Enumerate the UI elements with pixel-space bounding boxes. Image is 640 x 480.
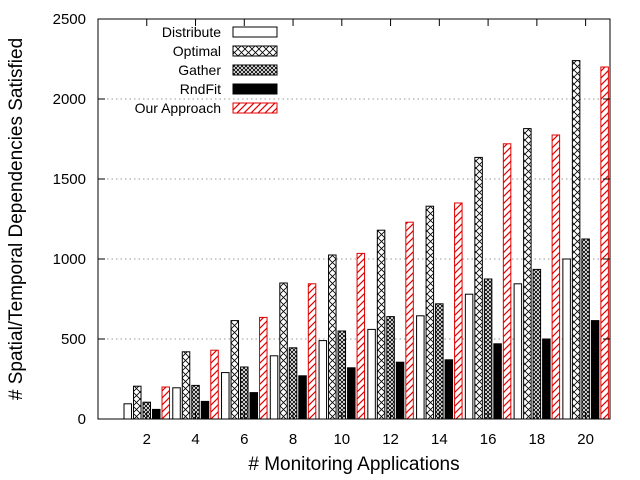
bar-rndfit xyxy=(152,408,161,420)
legend-swatch xyxy=(232,45,278,57)
x-tick-label: 20 xyxy=(577,431,594,448)
legend-label: Distribute xyxy=(162,24,221,40)
bar-gather xyxy=(581,238,590,420)
bar-our-approach xyxy=(502,143,512,420)
y-tick-label: 2000 xyxy=(53,91,86,108)
legend-swatch xyxy=(232,64,278,76)
bar-gather xyxy=(386,316,395,420)
bar-distribute xyxy=(318,340,328,420)
bar-our-approach xyxy=(356,252,366,420)
bar-gather xyxy=(288,347,298,420)
bar-distribute xyxy=(416,315,425,420)
x-tick-label: 8 xyxy=(289,431,297,448)
bar-optimal xyxy=(133,385,142,420)
plot-frame xyxy=(97,18,611,420)
x-tick-label: 2 xyxy=(143,431,151,448)
bar-rndfit xyxy=(444,359,454,420)
bar-optimal xyxy=(230,320,240,420)
bar-our-approach xyxy=(210,349,219,420)
bar-our-approach xyxy=(161,386,171,420)
bar-distribute xyxy=(172,387,181,420)
x-tick-label: 18 xyxy=(529,431,546,448)
y-tick-label: 500 xyxy=(61,331,86,348)
x-axis-title: # Monitoring Applications xyxy=(248,454,459,475)
bar-our-approach xyxy=(551,134,561,420)
legend-label: RndFit xyxy=(180,81,221,97)
bar-our-approach xyxy=(307,283,317,420)
x-tick-label: 10 xyxy=(333,431,350,448)
legend-label: Our Approach xyxy=(135,100,221,116)
bar-distribute xyxy=(367,328,376,420)
x-tick-label: 4 xyxy=(191,431,199,448)
y-tick-label: 2500 xyxy=(53,11,86,28)
bar-distribute xyxy=(562,258,571,420)
bar-optimal xyxy=(181,351,191,420)
legend-swatch xyxy=(232,83,278,95)
bar-rndfit xyxy=(493,343,502,420)
legend-label: Optimal xyxy=(173,43,221,59)
x-tick-label: 14 xyxy=(431,431,448,448)
axis-ticks: 0 500 1000 1500 2000 2500 2 4 6 8 10 12 14 16 18 20 xyxy=(53,11,610,448)
legend-label: Gather xyxy=(178,62,221,78)
bar-optimal xyxy=(523,128,532,420)
bar-rndfit xyxy=(590,320,600,420)
bar-gather xyxy=(532,268,542,420)
bar-our-approach xyxy=(600,66,609,420)
bar-distribute xyxy=(464,293,474,420)
legend-swatch xyxy=(232,26,278,38)
legend-swatch xyxy=(232,102,278,114)
y-axis-title: # Spatial/Temporal Dependencies Satisfie… xyxy=(6,38,27,400)
bars xyxy=(123,60,609,420)
x-tick-label: 12 xyxy=(382,431,399,448)
bar-distribute xyxy=(221,372,230,420)
bar-optimal xyxy=(279,282,288,420)
bar-optimal xyxy=(328,254,337,420)
bar-gather xyxy=(240,366,249,420)
legend: Distribute Optimal Gather RndFit Our Approac… xyxy=(135,24,278,116)
bar-distribute xyxy=(123,403,133,420)
x-tick-label: 16 xyxy=(480,431,497,448)
bar-rndfit xyxy=(542,338,551,420)
y-tick-label: 1500 xyxy=(53,171,86,188)
bar-rndfit xyxy=(395,361,405,420)
bar-rndfit xyxy=(347,367,356,420)
bar-optimal xyxy=(425,205,435,420)
bar-distribute xyxy=(513,283,523,420)
bar-our-approach xyxy=(454,202,463,420)
bar-our-approach xyxy=(405,221,414,420)
y-tick-label: 0 xyxy=(78,411,86,428)
bar-optimal xyxy=(376,229,386,420)
bar-our-approach xyxy=(259,316,268,420)
bar-distribute xyxy=(269,355,279,420)
bar-rndfit xyxy=(298,375,307,420)
bar-rndfit xyxy=(200,400,210,420)
bar-rndfit xyxy=(249,392,259,420)
x-tick-label: 6 xyxy=(240,431,248,448)
bar-gather xyxy=(435,303,444,420)
bar-gather xyxy=(337,330,347,420)
bar-gather xyxy=(483,278,493,420)
y-tick-label: 1000 xyxy=(53,251,86,268)
bar-optimal xyxy=(474,156,483,420)
bar-optimal xyxy=(571,60,581,420)
